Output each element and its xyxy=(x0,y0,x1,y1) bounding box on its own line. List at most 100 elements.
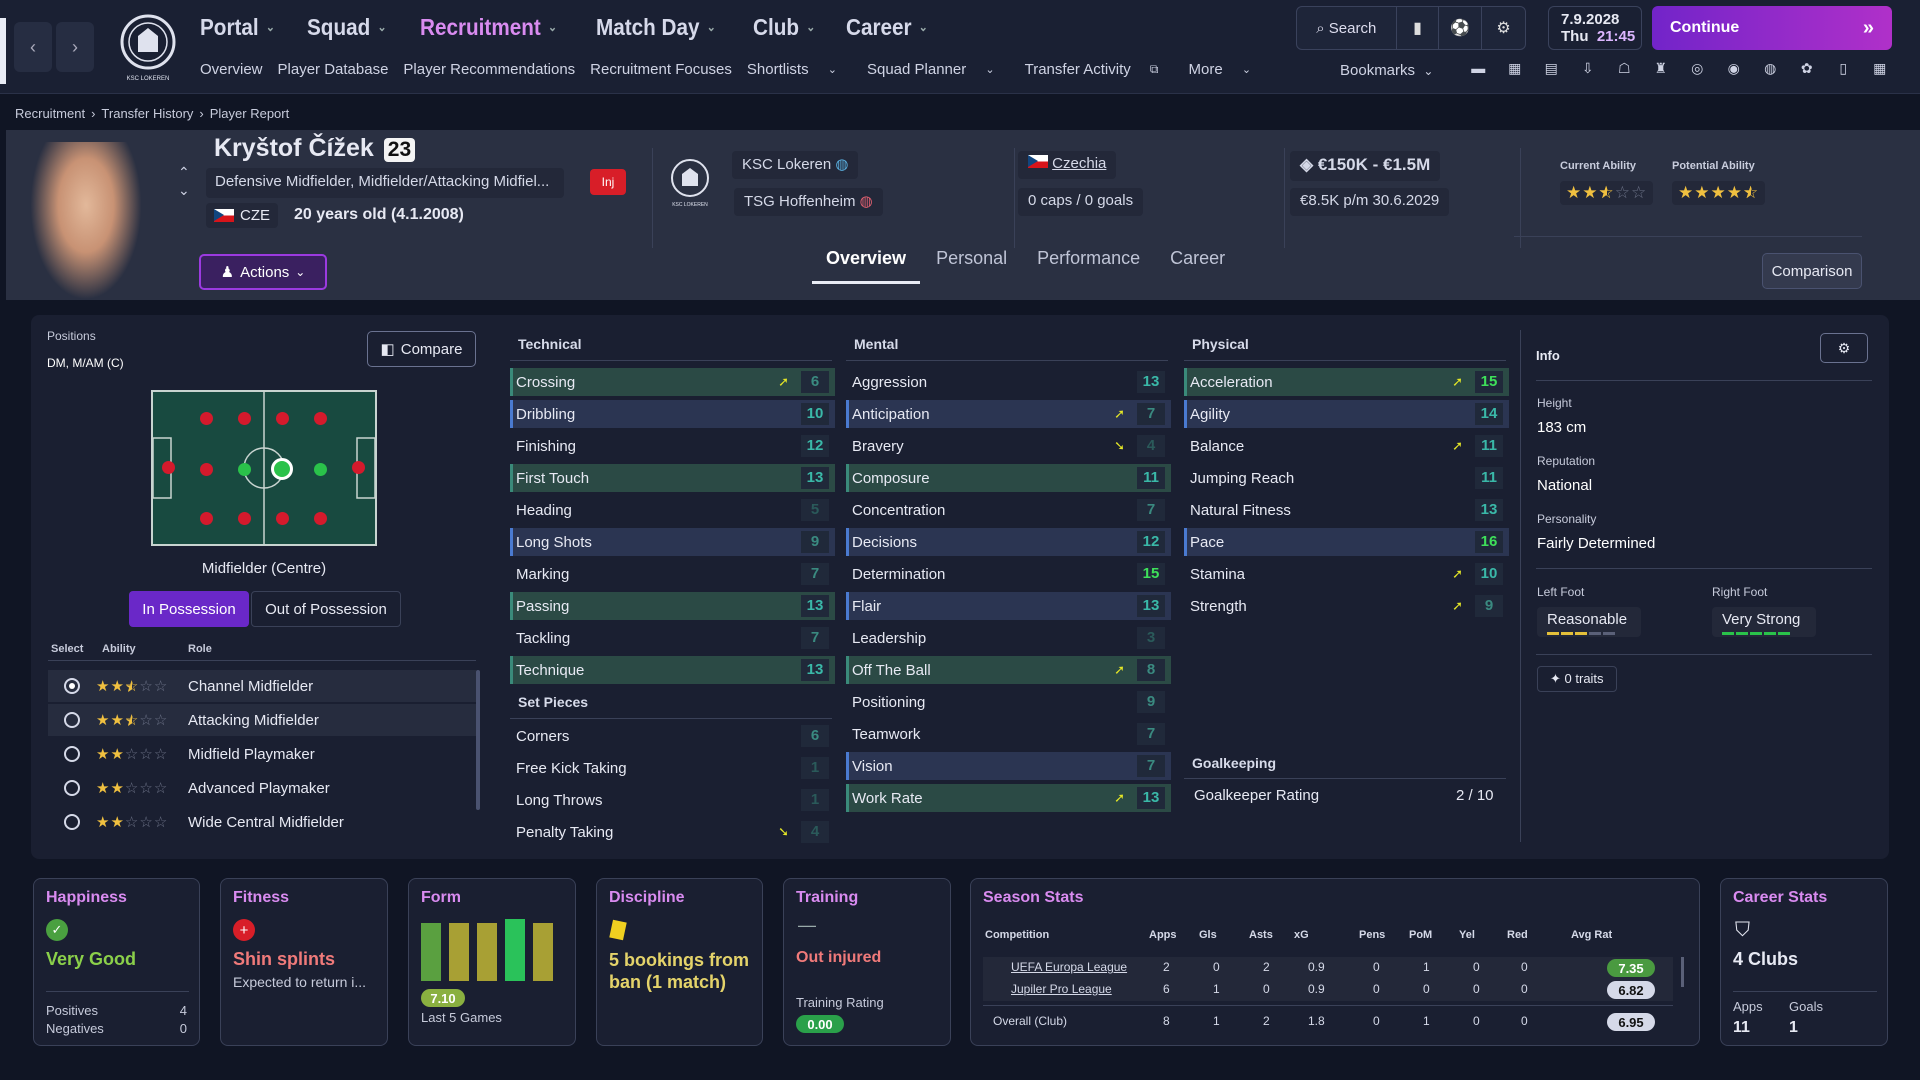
bookmark-button[interactable]: ▮ xyxy=(1397,7,1440,49)
position-dot[interactable] xyxy=(200,463,213,476)
back-button[interactable]: ‹ xyxy=(14,22,52,72)
subnav-shortlists[interactable]: Shortlists ⌄ xyxy=(747,61,852,78)
nav-portal[interactable]: Portal ⌄ xyxy=(200,13,275,40)
compare-button[interactable]: ◧ Compare xyxy=(367,331,476,367)
attribute-row[interactable]: Crossing ➚ 6 xyxy=(510,368,835,396)
attribute-row[interactable]: Penalty Taking ➘ 4 xyxy=(510,818,835,846)
role-radio[interactable] xyxy=(64,780,80,796)
nav-squad[interactable]: Squad ⌄ xyxy=(307,13,387,40)
attribute-row[interactable]: Work Rate ➚ 13 xyxy=(846,784,1171,812)
attribute-row[interactable]: Aggression 13 xyxy=(846,368,1171,396)
position-dot[interactable] xyxy=(200,512,213,525)
attribute-row[interactable]: Positioning 9 xyxy=(846,688,1171,716)
position-dot[interactable] xyxy=(352,461,365,474)
attribute-row[interactable]: Concentration 7 xyxy=(846,496,1171,524)
kit-icon[interactable]: ♜ xyxy=(1654,60,1668,76)
role-row[interactable]: ★★☆☆☆ Wide Central Midfielder xyxy=(48,806,476,838)
scouting-icon[interactable]: ◉ xyxy=(1727,60,1740,76)
attribute-row[interactable]: Leadership 3 xyxy=(846,624,1171,652)
training-icon[interactable]: ◎ xyxy=(1691,60,1704,76)
discipline-card[interactable]: Discipline 5 bookings from ban (1 match) xyxy=(596,878,763,1046)
staff-icon[interactable]: ☖ xyxy=(1617,60,1631,76)
tab-performance[interactable]: Performance xyxy=(1037,248,1141,268)
position-dot-selected[interactable] xyxy=(271,458,293,480)
subnav-squad-planner[interactable]: Squad Planner ⌄ xyxy=(867,61,1010,78)
attribute-row[interactable]: Decisions 12 xyxy=(846,528,1171,556)
subnav-more[interactable]: More ⌄ xyxy=(1189,61,1267,78)
attribute-row[interactable]: Long Shots 9 xyxy=(510,528,835,556)
tab-personal[interactable]: Personal xyxy=(936,248,1008,268)
subnav-player-database[interactable]: Player Database xyxy=(277,61,389,78)
attribute-row[interactable]: Tackling 7 xyxy=(510,624,835,652)
attribute-row[interactable]: Long Throws 1 xyxy=(510,786,835,814)
attribute-row[interactable]: Corners 6 xyxy=(510,722,835,750)
role-row[interactable]: ★★☆☆☆ Advanced Playmaker xyxy=(48,772,476,804)
date-display[interactable]: 7.9.2028 Thu 21:45 xyxy=(1548,6,1642,50)
season-stats-scrollbar[interactable] xyxy=(1681,957,1684,987)
attribute-row[interactable]: First Touch 13 xyxy=(510,464,835,492)
season-row[interactable] xyxy=(983,957,1673,979)
attribute-row[interactable]: Free Kick Taking 1 xyxy=(510,754,835,782)
form-card[interactable]: Form 7.10 Last 5 Games xyxy=(408,878,576,1046)
calendar-icon[interactable]: ▦ xyxy=(1508,60,1522,76)
world-icon[interactable]: ◍ xyxy=(1764,60,1777,76)
position-dot[interactable] xyxy=(314,412,327,425)
schedule-icon[interactable]: ▦ xyxy=(1873,60,1887,76)
loan-club-chip[interactable]: TSG Hoffenheim ◍ xyxy=(734,188,883,216)
training-card[interactable]: Training — Out injured Training Rating 0… xyxy=(783,878,951,1046)
attribute-row[interactable]: Natural Fitness 13 xyxy=(1184,496,1509,524)
in-possession-button[interactable]: In Possession xyxy=(129,591,249,627)
fitness-card[interactable]: Fitness + Shin splints Expected to retur… xyxy=(220,878,388,1046)
football-button[interactable]: ⚽ xyxy=(1439,7,1483,49)
attribute-row[interactable]: Acceleration ➚ 15 xyxy=(1184,368,1509,396)
nav-match-day[interactable]: Match Day ⌄ xyxy=(595,13,716,40)
finance-icon[interactable]: ▯ xyxy=(1839,60,1848,76)
attribute-row[interactable]: Finishing 12 xyxy=(510,432,835,460)
attribute-row[interactable]: Passing 13 xyxy=(510,592,835,620)
position-dot[interactable] xyxy=(200,412,213,425)
attribute-row[interactable]: Pace 16 xyxy=(1184,528,1509,556)
attribute-row[interactable]: Dribbling 10 xyxy=(510,400,835,428)
continue-button[interactable]: Continue » xyxy=(1652,6,1892,50)
breadcrumb-transfer-history[interactable]: Transfer History xyxy=(101,106,194,121)
breadcrumb-recruitment[interactable]: Recruitment xyxy=(15,106,86,121)
role-row[interactable]: ★★☆★☆☆ Channel Midfielder xyxy=(48,670,476,702)
attribute-row[interactable]: Marking 7 xyxy=(510,560,835,588)
club-crest[interactable]: KSC LOKEREN xyxy=(116,8,180,84)
attribute-row[interactable]: Vision 7 xyxy=(846,752,1171,780)
nav-club[interactable]: Club ⌄ xyxy=(752,13,816,40)
subnav-transfer-activity[interactable]: Transfer Activity ⧉ xyxy=(1025,61,1174,78)
tactics-icon[interactable]: ▤ xyxy=(1544,60,1558,76)
club-logo[interactable]: KSC LOKEREN xyxy=(668,156,712,213)
role-radio[interactable] xyxy=(64,814,80,830)
attribute-row[interactable]: Balance ➚ 11 xyxy=(1184,432,1509,460)
club-chip[interactable]: KSC Lokeren ◍ xyxy=(732,151,859,179)
position-dot-natural[interactable] xyxy=(238,463,251,476)
nav-career[interactable]: Career ⌄ xyxy=(846,13,928,40)
career-stats-card[interactable]: Career Stats ⛉ 4 Clubs Apps Goals 11 1 xyxy=(1720,878,1888,1046)
attribute-row[interactable]: Composure 11 xyxy=(846,464,1171,492)
happiness-card[interactable]: Happiness ✓ Very Good Positives 4 Negati… xyxy=(33,878,200,1046)
nation-chip[interactable]: Czechia xyxy=(1018,151,1117,179)
position-dot[interactable] xyxy=(276,412,289,425)
position-dot[interactable] xyxy=(162,461,175,474)
attribute-row[interactable]: Technique 13 xyxy=(510,656,835,684)
position-dot[interactable] xyxy=(314,512,327,525)
attribute-row[interactable]: Determination 15 xyxy=(846,560,1171,588)
role-row[interactable]: ★★☆☆☆ Midfield Playmaker xyxy=(48,738,476,770)
next-player-icon[interactable]: ⌄ xyxy=(178,182,190,198)
comparison-button[interactable]: Comparison xyxy=(1762,253,1862,289)
nav-recruitment[interactable]: Recruitment ⌄ xyxy=(419,13,557,40)
search-button[interactable]: ⌕ Search xyxy=(1297,7,1397,49)
tab-career[interactable]: Career xyxy=(1170,248,1226,268)
injury-badge[interactable]: Inj xyxy=(590,169,626,195)
attribute-row[interactable]: Strength ➚ 9 xyxy=(1184,592,1509,620)
role-row[interactable]: ★★☆★☆☆ Attacking Midfielder xyxy=(48,704,476,736)
season-row[interactable] xyxy=(983,979,1673,1001)
position-dot[interactable] xyxy=(238,412,251,425)
attribute-row[interactable]: Off The Ball ➚ 8 xyxy=(846,656,1171,684)
attribute-row[interactable]: Bravery ➘ 4 xyxy=(846,432,1171,460)
bookmarks-dropdown[interactable]: Bookmarks ⌄ xyxy=(1340,62,1433,79)
tab-overview[interactable]: Overview xyxy=(812,244,921,284)
position-dot[interactable] xyxy=(238,512,251,525)
